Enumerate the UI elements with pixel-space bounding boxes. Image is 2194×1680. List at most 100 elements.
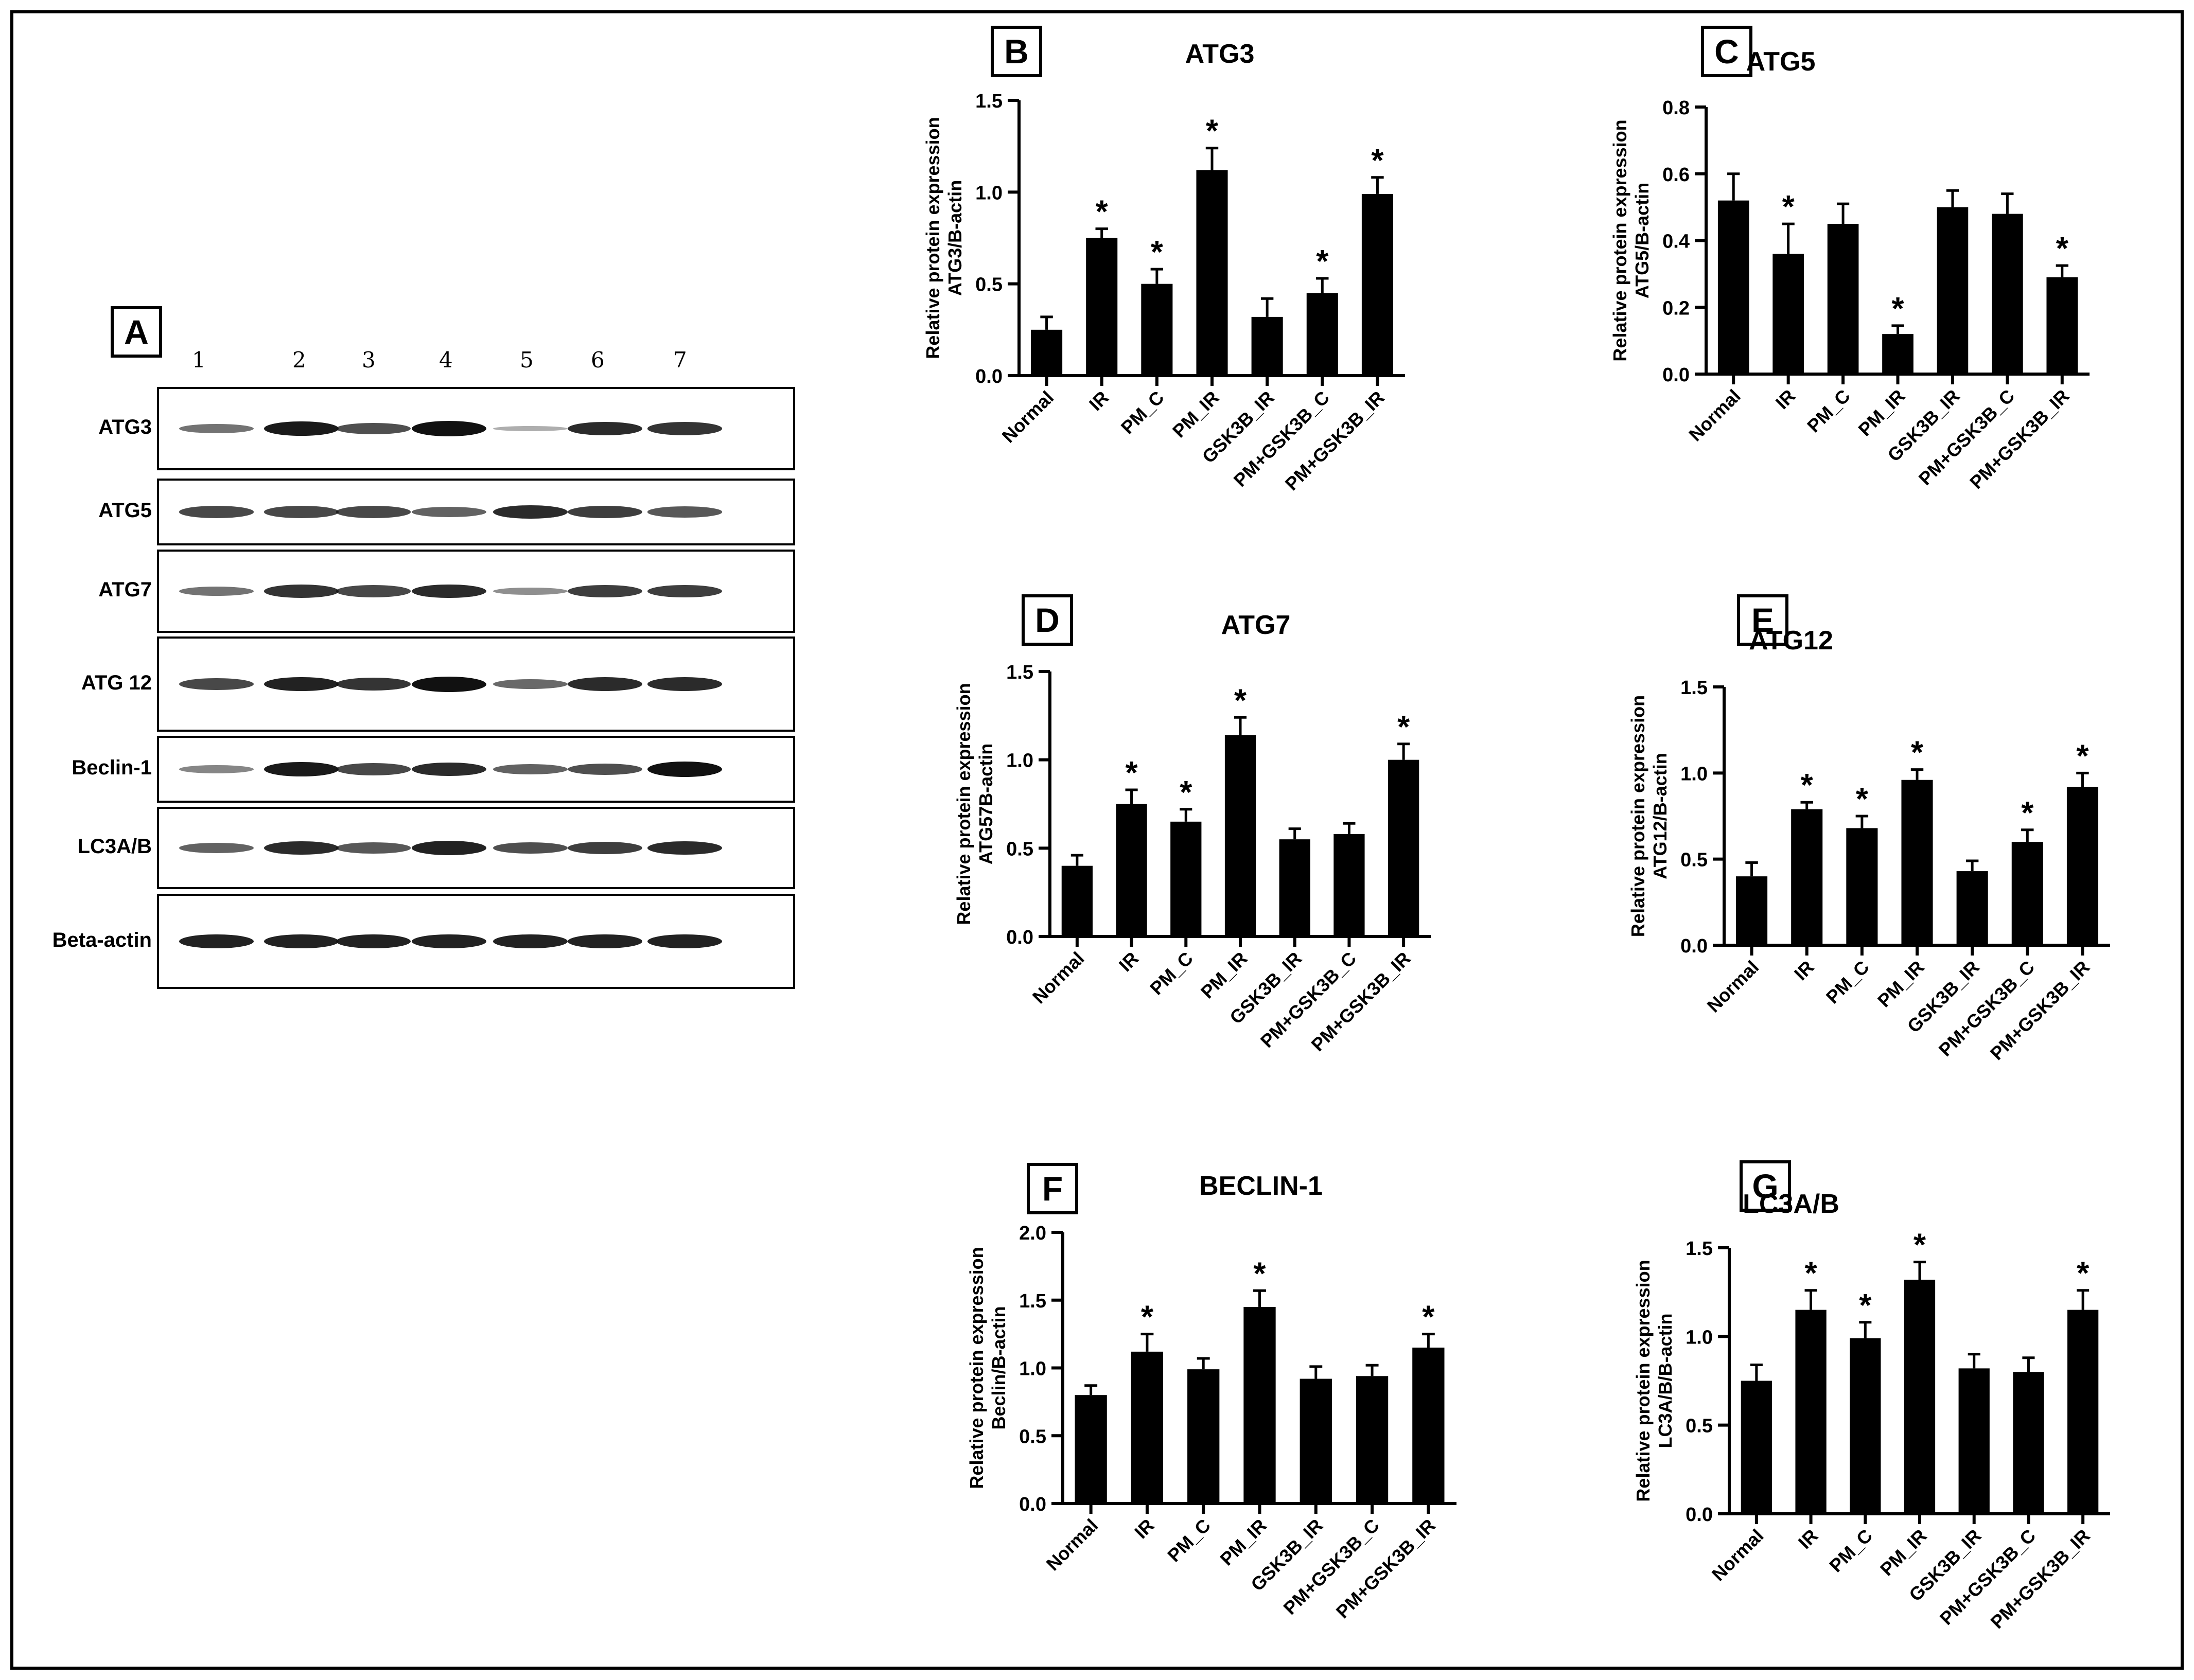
- protein-band: [411, 841, 486, 855]
- protein-band: [336, 677, 411, 691]
- protein-band: [493, 764, 568, 775]
- y-axis-label: Relative protein expression: [1633, 1260, 1654, 1501]
- significance-star: *: [1397, 710, 1410, 745]
- bar: [1251, 316, 1283, 376]
- bar: [1075, 1395, 1107, 1504]
- chart-title: ATG3: [1185, 39, 1255, 69]
- significance-star: *: [1141, 1300, 1154, 1335]
- significance-star: *: [1782, 189, 1795, 225]
- bar: [1187, 1369, 1220, 1504]
- protein-band: [336, 842, 411, 854]
- protein-band: [567, 585, 642, 598]
- x-tick-label: Normal: [1708, 1525, 1768, 1585]
- protein-band: [567, 677, 642, 691]
- bar: [1846, 828, 1878, 945]
- panel-letter-a: A: [111, 306, 162, 358]
- protein-band: [493, 426, 568, 432]
- y-tick-label: 1.5: [975, 91, 1003, 112]
- x-tick-label: PM_C: [1825, 1525, 1876, 1577]
- bar: [1904, 1280, 1936, 1514]
- bar: [1116, 804, 1147, 936]
- figure-frame: [10, 10, 2184, 1670]
- y-tick-label: 1.0: [1680, 763, 1708, 785]
- bar: [2066, 787, 2098, 945]
- bar: [1717, 200, 1749, 374]
- bar: [1356, 1376, 1389, 1504]
- significance-star: *: [1891, 291, 1904, 327]
- bar: [2067, 1310, 2099, 1514]
- bar: [1772, 254, 1804, 374]
- y-axis-label: ATG5/B-actin: [1631, 183, 1653, 298]
- protein-band: [493, 505, 568, 519]
- protein-band: [647, 585, 722, 598]
- protein-band: [493, 679, 568, 689]
- y-tick-label: 1.0: [1006, 750, 1033, 772]
- y-tick-label: 0.0: [1680, 935, 1708, 957]
- significance-star: *: [1253, 1256, 1266, 1292]
- protein-band: [264, 762, 339, 777]
- significance-star: *: [1859, 1288, 1872, 1323]
- lane-number: 3: [362, 347, 376, 373]
- bar: [1937, 207, 1969, 374]
- bar: [1882, 334, 1914, 374]
- blot-label: Beta-actin: [52, 928, 152, 951]
- protein-band: [567, 841, 642, 855]
- protein-band: [493, 842, 568, 854]
- bar: [1412, 1347, 1445, 1504]
- bar: [1736, 876, 1768, 945]
- lane-number: 2: [292, 347, 306, 373]
- protein-band: [264, 841, 339, 855]
- significance-star: *: [1422, 1300, 1435, 1335]
- protein-band: [567, 421, 642, 436]
- protein-band: [264, 421, 339, 436]
- significance-star: *: [2056, 231, 2069, 267]
- y-tick-label: 0.6: [1662, 164, 1690, 186]
- protein-band: [567, 934, 642, 949]
- bar: [1300, 1378, 1332, 1504]
- y-tick-label: 1.0: [1019, 1358, 1046, 1380]
- protein-band: [647, 934, 722, 949]
- y-axis-label: Relative protein expression: [966, 1247, 987, 1489]
- x-tick-label: PM_IR: [1876, 1525, 1931, 1580]
- bar: [1850, 1338, 1881, 1514]
- protein-band: [179, 506, 254, 518]
- protein-band: [179, 842, 254, 854]
- protein-band: [336, 422, 411, 435]
- bar: [1170, 821, 1202, 936]
- y-axis-label: LC3A/B/B-actin: [1655, 1313, 1676, 1448]
- y-axis-label: Relative protein expression: [1627, 695, 1648, 937]
- panel-letter-f: F: [1027, 1163, 1078, 1214]
- bar: [1388, 759, 1419, 936]
- bar: [2011, 842, 2043, 945]
- y-tick-label: 1.0: [975, 182, 1003, 204]
- lane-number: 1: [192, 347, 206, 373]
- protein-band: [411, 934, 486, 949]
- protein-band: [264, 677, 339, 692]
- protein-band: [264, 506, 339, 518]
- significance-star: *: [2077, 1256, 2090, 1292]
- y-tick-label: 1.5: [1006, 662, 1033, 683]
- protein-band: [179, 678, 254, 691]
- blot-label: ATG5: [98, 499, 152, 522]
- protein-band: [264, 934, 339, 949]
- protein-band: [411, 676, 486, 692]
- protein-band: [647, 506, 722, 518]
- bar: [1827, 224, 1859, 374]
- panel-letter-e: E: [1737, 594, 1788, 646]
- protein-band: [647, 677, 722, 691]
- bar: [1795, 1310, 1827, 1514]
- y-tick-label: 0.4: [1662, 231, 1690, 253]
- significance-star: *: [1856, 782, 1869, 817]
- panel-letter-b: B: [991, 26, 1042, 77]
- y-tick-label: 0.8: [1662, 97, 1690, 119]
- bar: [1279, 839, 1310, 936]
- blot-label: ATG3: [98, 416, 152, 438]
- y-tick-label: 0.0: [1006, 927, 1033, 948]
- y-tick-label: 0.0: [975, 366, 1003, 387]
- protein-band: [179, 424, 254, 433]
- y-tick-label: 0.0: [1662, 364, 1690, 386]
